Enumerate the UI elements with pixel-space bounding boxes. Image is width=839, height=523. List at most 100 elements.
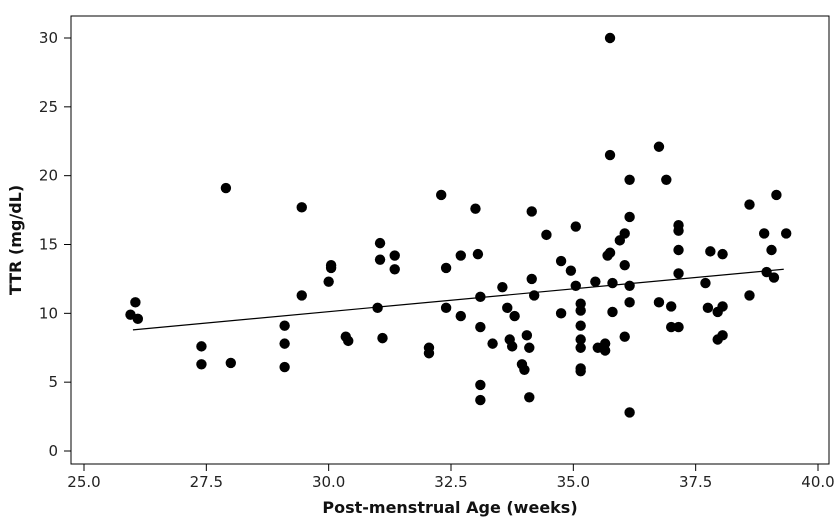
data-point: [661, 174, 672, 185]
y-tick-label: 25: [39, 98, 58, 116]
data-point: [604, 247, 616, 258]
data-point: [717, 248, 728, 260]
data-point: [555, 255, 567, 267]
data-point: [279, 361, 290, 373]
plot-frame: [70, 15, 830, 465]
data-point: [604, 149, 616, 161]
data-point: [374, 254, 386, 265]
data-point: [389, 250, 400, 261]
data-point: [555, 308, 567, 319]
data-point: [521, 330, 533, 341]
data-point: [702, 302, 714, 314]
data-point: [744, 290, 755, 301]
data-point: [487, 338, 498, 349]
x-axis-title: Post-menstrual Age (weeks): [322, 498, 577, 517]
data-point: [455, 250, 466, 261]
data-point: [599, 345, 611, 356]
y-tick-label: 5: [48, 373, 58, 391]
data-point: [766, 244, 777, 256]
data-point: [475, 379, 486, 391]
data-point: [436, 189, 447, 201]
x-tick-label: 32.5: [434, 473, 467, 491]
data-point: [296, 202, 307, 213]
data-point: [196, 359, 207, 370]
data-point: [526, 206, 537, 217]
data-point: [758, 228, 770, 239]
data-point: [575, 320, 586, 331]
y-axis-title: TTR (mg/dL): [6, 185, 25, 295]
data-point: [519, 364, 530, 375]
data-point: [653, 141, 665, 152]
data-point: [700, 277, 711, 289]
y-tick-label: 0: [48, 442, 58, 460]
data-point: [619, 331, 630, 342]
y-tick-label: 30: [39, 29, 58, 47]
data-point: [475, 321, 486, 333]
data-point: [624, 407, 635, 418]
data-point: [502, 302, 513, 314]
data-point: [673, 268, 684, 279]
data-point: [673, 225, 684, 236]
data-point: [780, 228, 792, 239]
x-tick-label: 37.5: [679, 473, 712, 491]
data-points: [125, 32, 792, 418]
data-point: [604, 32, 616, 44]
data-point: [470, 203, 481, 214]
x-tick-label: 30.0: [312, 473, 345, 491]
y-tick-label: 15: [39, 236, 58, 254]
data-point: [761, 266, 772, 278]
data-point: [279, 338, 290, 349]
data-point: [475, 291, 486, 303]
data-point: [666, 321, 677, 333]
data-point: [717, 301, 728, 312]
data-point: [624, 211, 635, 223]
data-point: [377, 332, 388, 344]
data-point: [705, 246, 716, 257]
data-point: [575, 305, 586, 316]
data-point: [624, 174, 635, 185]
data-point: [472, 248, 484, 260]
data-point: [225, 357, 236, 369]
x-tick-label: 35.0: [557, 473, 590, 491]
y-tick-label: 20: [39, 167, 58, 185]
data-point: [673, 321, 684, 333]
data-point: [575, 334, 586, 345]
data-point: [475, 394, 486, 406]
data-point: [343, 335, 354, 347]
data-point: [570, 221, 581, 232]
trend-line: [132, 268, 784, 331]
data-point: [528, 290, 540, 301]
data-point: [374, 237, 386, 249]
data-point: [717, 330, 728, 341]
data-point: [607, 277, 618, 289]
data-point: [653, 297, 665, 308]
data-point: [296, 290, 307, 301]
data-point: [624, 280, 635, 291]
x-tick-label: 25.0: [67, 473, 100, 491]
data-point: [506, 341, 518, 352]
x-tick-label: 27.5: [190, 473, 223, 491]
data-point: [455, 310, 466, 322]
data-point: [323, 276, 334, 287]
data-point: [575, 342, 586, 353]
data-point: [524, 342, 535, 353]
data-point: [590, 276, 601, 287]
data-point: [130, 297, 141, 308]
data-point: [509, 310, 520, 322]
data-point: [526, 273, 537, 285]
data-point: [607, 306, 618, 318]
data-point: [619, 259, 630, 271]
data-point: [771, 189, 782, 201]
data-point: [565, 265, 577, 276]
data-point: [279, 320, 290, 331]
x-axis: 25.0 27.5 30.0 32.5 35.0 37.5 40.0: [67, 464, 835, 491]
data-point: [768, 272, 780, 283]
data-point: [575, 365, 586, 377]
y-tick-label: 10: [39, 304, 58, 322]
data-point: [619, 228, 630, 239]
data-point: [389, 264, 400, 275]
data-point: [666, 301, 677, 312]
data-point: [524, 392, 535, 403]
data-point: [744, 199, 755, 210]
